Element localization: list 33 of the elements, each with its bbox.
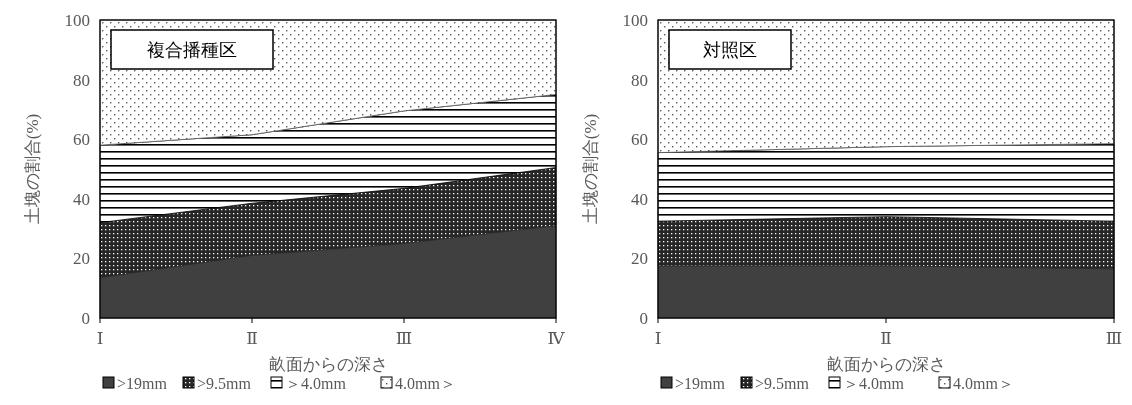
y-axis-title: 土塊の割合(%) xyxy=(23,113,42,225)
x-tick-label: Ⅳ xyxy=(547,329,566,348)
legend-label: ＞4.0mm xyxy=(285,375,347,392)
legend-label: 4.0mm＞ xyxy=(953,375,1014,392)
x-tick-label: Ⅰ xyxy=(96,329,104,348)
legend-label: 4.0mm＞ xyxy=(395,375,456,392)
title-box: 対照区 xyxy=(668,29,792,70)
y-tick-label: 20 xyxy=(73,249,90,269)
y-axis-title: 土塊の割合(%) xyxy=(581,113,600,225)
y-tick-label: 100 xyxy=(64,10,90,30)
y-tick-label: 60 xyxy=(73,130,90,150)
y-tick-label: 40 xyxy=(73,189,90,209)
y-tick-label: 80 xyxy=(73,70,90,90)
x-tick-label: Ⅱ xyxy=(246,329,258,348)
y-tick-label: 40 xyxy=(631,189,648,209)
x-tick-label: Ⅱ xyxy=(880,329,892,348)
y-tick-label: 100 xyxy=(622,10,648,30)
legend-label: >19mm xyxy=(117,375,168,392)
x-axis-title: 畝面からの深さ xyxy=(268,355,388,374)
y-tick-label: 80 xyxy=(631,70,648,90)
legend-label: >9.5mm xyxy=(755,375,810,392)
y-tick-label: 0 xyxy=(639,308,648,328)
x-tick-label: Ⅰ xyxy=(654,329,662,348)
y-tick-label: 20 xyxy=(631,249,648,269)
legend-label: >9.5mm xyxy=(197,375,252,392)
legend-label: >19mm xyxy=(675,375,726,392)
y-tick-label: 60 xyxy=(631,130,648,150)
x-axis-title: 畝面からの深さ xyxy=(826,355,946,374)
x-tick-label: Ⅲ xyxy=(395,329,413,348)
title-box: 複合播種区 xyxy=(110,29,274,70)
y-tick-label: 0 xyxy=(81,308,90,328)
x-tick-label: Ⅲ xyxy=(1105,329,1123,348)
legend-label: ＞4.0mm xyxy=(843,375,905,392)
